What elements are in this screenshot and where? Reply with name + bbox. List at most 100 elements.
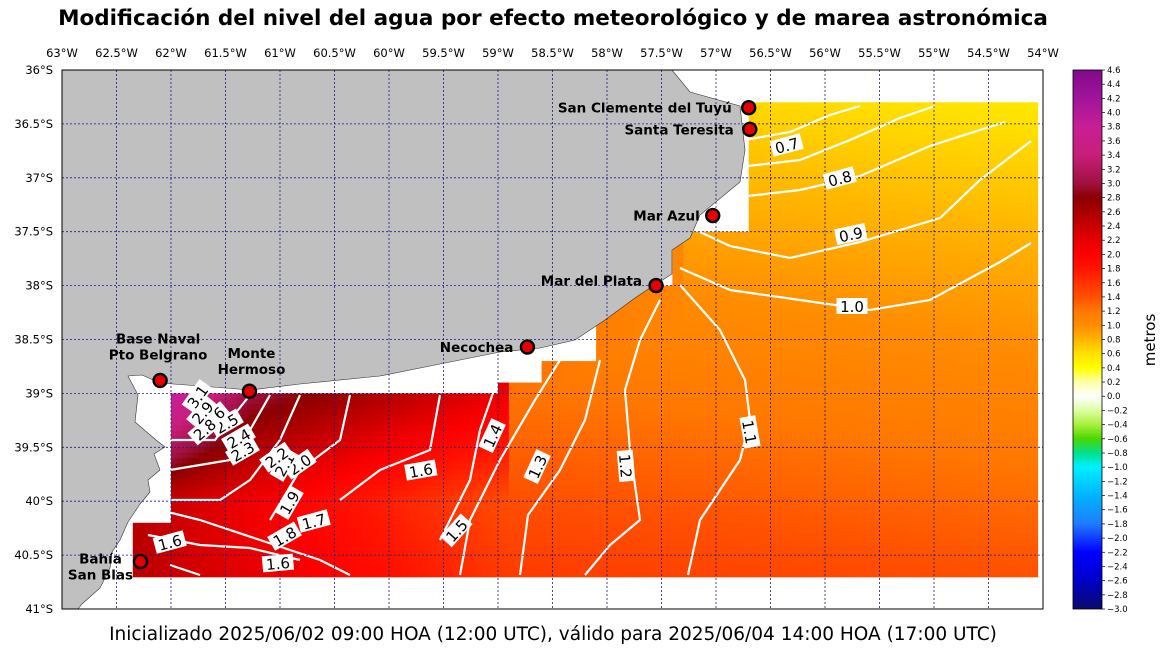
colorbar-tick-label: 0.6 [1107, 350, 1121, 360]
colorbar-tick-label: 0.4 [1107, 364, 1121, 374]
longitude-tick-label: 59°W [482, 46, 514, 60]
longitude-tick-label: 60°W [373, 46, 405, 60]
latitude-tick-label: 39.5°S [14, 440, 53, 454]
colorbar-ticks: 4.6 4.4 4.2 4.0 3.8 3.6 3.4 3.2 3.0 2.8 2.6 2.4 2.2 2… [1102, 66, 1128, 615]
city-label: Santa Teresita [624, 122, 733, 138]
longitude-tick-label: 56.5°W [749, 46, 792, 60]
city-label: Bahía San Blas [68, 552, 133, 584]
contour-line [747, 104, 936, 168]
latitude-tick-label: 39°S [25, 386, 53, 400]
contour-line [699, 140, 1032, 260]
latitude-tick-label: 36.5°S [14, 117, 53, 131]
colorbar-tick-label: −2.0 [1107, 534, 1128, 544]
longitude-tick-label: 55°W [918, 46, 950, 60]
cities: San Clemente del Tuyú Santa Teresita Mar A… [68, 100, 758, 584]
longitude-tick-label: 54.5°W [967, 46, 1010, 60]
contour-line [439, 392, 495, 541]
colorbar-tick-label: −0.8 [1107, 449, 1128, 459]
colorbar-scale [1072, 69, 1103, 610]
contour-label: 1.7 [296, 509, 331, 534]
colorbar-tick-label: 4.0 [1107, 109, 1121, 119]
contour-label: 1.0 [836, 298, 868, 316]
city-marker[interactable]: Mar del Plata [541, 274, 664, 294]
longitude-tick-label: 57.5°W [640, 46, 683, 60]
colorbar-tick-label: 1.8 [1107, 265, 1121, 275]
colorbar-tick-label: 2.0 [1107, 250, 1121, 260]
colorbar-tick-label: −0.6 [1107, 435, 1128, 445]
contour-label: 1.6 [152, 530, 187, 555]
colorbar-tick-label: 3.2 [1107, 165, 1121, 175]
colorbar-tick-label: 3.6 [1107, 137, 1121, 147]
contour-label: 0.7 [769, 133, 804, 158]
city-label: San Clemente del Tuyú [558, 101, 732, 117]
map: 0.70.80.91.01.11.21.31.41.51.61.61.61.71… [14, 46, 1059, 616]
colorbar-tick-label: 4.6 [1107, 66, 1121, 76]
longitude-tick-label: 62.5°W [95, 46, 138, 60]
longitude-tick-label: 57°W [700, 46, 732, 60]
colorbar-tick-label: 1.6 [1107, 279, 1121, 289]
map-title: Modificación del nivel del agua por efec… [58, 6, 1048, 31]
latitude-tick-label: 36°S [25, 63, 53, 77]
contour-label: 1.2 [615, 449, 636, 483]
city-label: Mar del Plata [541, 274, 642, 290]
colorbar-tick-label: 1.0 [1107, 321, 1121, 331]
validity-caption: Inicializado 2025/06/02 09:00 HOA (12:00… [109, 624, 997, 645]
colorbar-tick-label: −2.2 [1107, 548, 1128, 558]
contour-line [518, 359, 602, 576]
contour-line [170, 394, 302, 502]
city-marker[interactable]: Bahía San Blas [68, 552, 149, 584]
city-marker[interactable]: Monte Hermoso [218, 346, 286, 399]
latitude-tick-label: 37°S [25, 171, 53, 185]
longitude-tick-label: 56°W [809, 46, 841, 60]
latitude-tick-label: 38.5°S [14, 333, 53, 347]
city-marker[interactable]: Mar Azul [633, 207, 721, 225]
latitude-tick-label: 37.5°S [14, 225, 53, 239]
city-marker[interactable]: Base Naval Pto Belgrano [109, 331, 208, 389]
colorbar-tick-label: 1.2 [1107, 307, 1121, 317]
colorbar-tick-label: 0.2 [1107, 378, 1121, 388]
colorbar-label: metros [1141, 314, 1159, 367]
contour-label: 2.2 [259, 441, 294, 473]
colorbar-tick-label: −1.4 [1107, 492, 1128, 502]
colorbar-tick-label: 3.4 [1107, 151, 1121, 161]
longitude-tick-label: 63°W [46, 46, 78, 60]
colorbar-tick-label: 0.8 [1107, 336, 1121, 346]
colorbar-tick-label: 2.4 [1107, 222, 1121, 232]
longitude-tick-label: 61.5°W [204, 46, 247, 60]
contour-label: 1.1 [738, 415, 761, 449]
contour-line [747, 120, 1006, 198]
colorbar-tick-label: −1.8 [1107, 520, 1128, 530]
colorbar-tick-label: 4.4 [1107, 80, 1121, 90]
longitude-tick-label: 60.5°W [313, 46, 356, 60]
colorbar-tick-label: −2.8 [1107, 591, 1128, 601]
colorbar-tick-label: 4.2 [1107, 94, 1121, 104]
colorbar-tick-label: 2.8 [1107, 194, 1121, 204]
colorbar-tick-label: −0.2 [1107, 406, 1128, 416]
latitude-tick-label: 40.5°S [14, 548, 53, 562]
longitude-tick-label: 54°W [1027, 46, 1059, 60]
colorbar-tick-label: 2.6 [1107, 208, 1121, 218]
colorbar-tick-label: 2.2 [1107, 236, 1121, 246]
city-label: Monte Hermoso [218, 346, 286, 378]
longitude-tick-label: 61°W [264, 46, 296, 60]
contour-line [339, 394, 442, 501]
latitude-ticks: 36°S 36.5°S 37°S 37.5°S 38°S 38.5°S 39°S 39.5°S… [14, 63, 53, 616]
colorbar-tick-label: 1.4 [1107, 293, 1121, 303]
longitude-tick-label: 59.5°W [422, 46, 465, 60]
city-marker[interactable]: San Clemente del Tuyú [558, 100, 757, 117]
contour-line [169, 563, 201, 577]
colorbar: 4.6 4.4 4.2 4.0 3.8 3.6 3.4 3.2 3.0 2.8 2.6 2.4 2.2 2… [1072, 66, 1159, 615]
longitude-ticks: 63°W 62.5°W 62°W 61.5°W 61°W 60.5°W 60°W 59.5°W… [46, 46, 1059, 60]
contour-line [584, 299, 661, 576]
longitude-tick-label: 58°W [591, 46, 623, 60]
contour-label: 1.6 [404, 459, 438, 482]
colorbar-tick-label: −2.6 [1107, 577, 1128, 587]
colorbar-tick-label: 3.0 [1107, 179, 1121, 189]
latitude-tick-label: 38°S [25, 279, 53, 293]
latitude-tick-label: 40°S [25, 494, 53, 508]
city-marker[interactable]: Necochea [440, 339, 536, 356]
city-marker[interactable]: Santa Teresita [624, 121, 758, 138]
colorbar-tick-label: −1.6 [1107, 506, 1128, 516]
longitude-tick-label: 55.5°W [858, 46, 901, 60]
city-label: Mar Azul [633, 209, 699, 225]
